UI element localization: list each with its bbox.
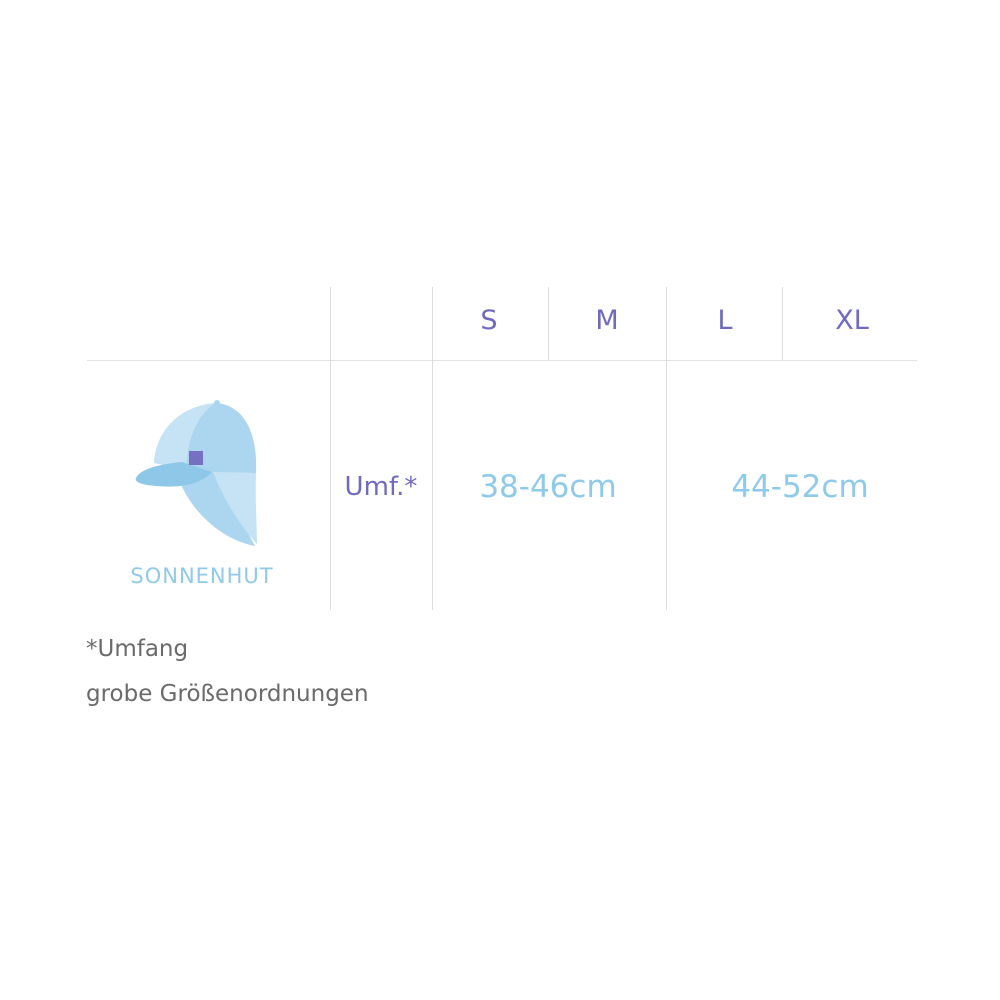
column-divider	[432, 287, 433, 610]
column-divider	[548, 287, 549, 360]
measure-label: Umf.*	[344, 472, 418, 502]
size-header-xl: XL	[835, 305, 869, 336]
header-divider	[87, 360, 917, 361]
footnote-umfang: *Umfang	[86, 636, 189, 662]
size-header-s: S	[480, 305, 498, 336]
value-l-xl: 44-52cm	[731, 469, 869, 505]
size-header-m: M	[595, 305, 619, 336]
footnote-approx: grobe Größenordnungen	[86, 681, 369, 707]
size-header-l: L	[717, 305, 733, 336]
sun-hat-icon	[135, 400, 257, 546]
column-divider	[330, 287, 331, 610]
column-divider	[782, 287, 783, 360]
column-divider	[666, 287, 667, 610]
value-s-m: 38-46cm	[479, 469, 617, 505]
product-name: SONNENHUT	[130, 564, 274, 588]
